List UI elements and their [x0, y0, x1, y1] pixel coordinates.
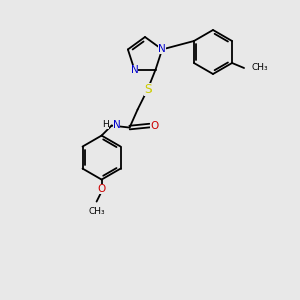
- Text: S: S: [144, 83, 151, 96]
- Text: S: S: [144, 83, 151, 96]
- Text: O: O: [98, 184, 106, 194]
- Text: N: N: [112, 120, 120, 130]
- Text: N: N: [130, 64, 138, 75]
- Text: H: H: [102, 120, 109, 129]
- Text: CH₃: CH₃: [251, 64, 268, 73]
- Text: N: N: [158, 44, 166, 54]
- Text: O: O: [151, 121, 159, 130]
- Text: N: N: [112, 120, 120, 130]
- Text: N: N: [158, 44, 166, 54]
- Text: CH₃: CH₃: [88, 207, 105, 216]
- Text: H: H: [102, 120, 109, 129]
